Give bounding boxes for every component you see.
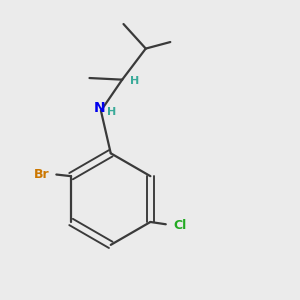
Text: N: N <box>94 101 105 115</box>
Text: Br: Br <box>34 168 50 181</box>
Text: H: H <box>130 76 139 86</box>
Text: H: H <box>107 107 116 117</box>
Text: Cl: Cl <box>173 219 187 232</box>
